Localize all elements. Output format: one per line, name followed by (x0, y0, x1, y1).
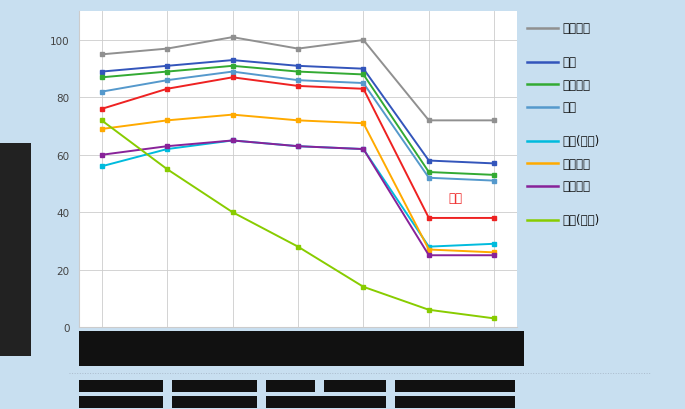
Bar (324, 380, 386, 392)
Bar (266, 380, 314, 392)
Bar (173, 380, 257, 392)
Text: 택시: 택시 (562, 56, 576, 69)
Bar (395, 380, 515, 392)
Text: 고속도로: 고속도로 (562, 22, 590, 35)
Text: 고속버스: 고속버스 (562, 180, 590, 193)
Bar (173, 396, 257, 407)
Text: 시외버스: 시외버스 (562, 157, 590, 171)
Text: 일반버스: 일반버스 (562, 79, 590, 92)
Text: 철도: 철도 (449, 191, 462, 204)
Bar (79, 380, 163, 392)
Text: 전철: 전철 (562, 101, 576, 114)
Bar (79, 396, 163, 407)
Text: 항공(국내): 항공(국내) (562, 135, 599, 148)
Bar (266, 396, 386, 407)
Bar (395, 396, 515, 407)
Text: 항공(국제): 항공(국제) (562, 214, 599, 227)
